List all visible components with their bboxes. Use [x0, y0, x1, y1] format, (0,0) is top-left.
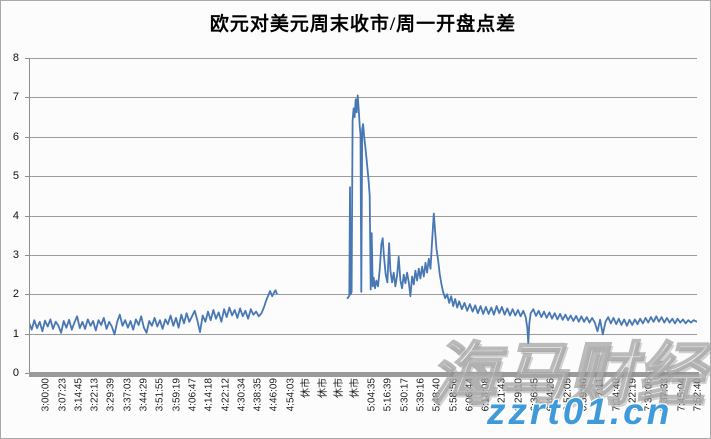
y-axis-tick-label: 2 [12, 288, 19, 301]
line-series [29, 94, 697, 345]
y-axis-tick-label: 8 [12, 52, 19, 64]
x-axis-tick-label: 7:45:04 [676, 378, 688, 412]
gridlines [29, 58, 697, 335]
x-axis-tick-label: 休市 [350, 378, 362, 398]
chart-title: 欧元对美元周末收市/周一开盘点差 [209, 14, 517, 35]
x-axis-tick-label: 5:04:35 [366, 378, 378, 412]
x-axis-tick-label: 5:58:56 [447, 378, 459, 412]
x-axis-tick-label: 5:16:39 [382, 378, 394, 412]
y-axis-tick [25, 58, 29, 59]
y-axis-tick [25, 137, 29, 138]
x-axis-tick-label: 3:07:23 [56, 378, 68, 412]
y-axis-line [29, 58, 30, 377]
x-axis-tick-label: 6:36:45 [529, 378, 541, 412]
x-axis-tick-label: 7:30:06 [643, 378, 655, 412]
x-axis-tick-label: 5:30:17 [399, 378, 411, 412]
x-axis-tick-label: 3:59:19 [171, 378, 182, 412]
x-axis-tick-label: 6:52:05 [562, 378, 574, 412]
x-axis-tick-label: 休市 [333, 378, 345, 398]
x-axis-tick-label: 7:52:40 [692, 378, 704, 412]
x-axis-line [29, 372, 699, 377]
x-axis-tick-label: 7:37:33 [659, 378, 671, 412]
y-axis-tick [25, 216, 29, 217]
x-axis-tick-label: 6:59:40 [578, 378, 590, 412]
x-axis-tick-label: 4:14:18 [203, 378, 215, 412]
y-axis-tick [25, 294, 29, 295]
y-axis-tick [25, 97, 29, 98]
x-axis-tick-label: 6:29:10 [513, 378, 525, 412]
x-axis-tick-label: 6:06:44 [464, 378, 476, 412]
x-axis-tick-label: 4:54:03 [285, 378, 297, 412]
x-axis-tick-label: 3:51:55 [154, 378, 166, 412]
x-axis-tick-label: 5:39:16 [415, 378, 427, 412]
x-axis-tick-label: 3:00:00 [40, 378, 52, 412]
y-axis-tick-label: 0 [12, 367, 19, 379]
x-axis-tick-label: 7:14:40 [610, 378, 622, 412]
x-axis-tick-label: 休市 [317, 378, 329, 398]
y-axis-tick-label: 6 [12, 130, 19, 143]
x-axis-tick-label: 6:21:43 [496, 378, 508, 412]
x-axis-tick-label: 4:06:47 [187, 378, 199, 412]
y-axis-tick [25, 373, 29, 374]
x-axis-tick-label: 休市 [301, 378, 313, 398]
x-axis-tick-label: 3:22:13 [89, 378, 101, 412]
y-axis-tick [25, 334, 29, 335]
x-axis-tick-label: 3:37:03 [122, 378, 134, 412]
x-axis-tick-label: 4:30:34 [236, 378, 248, 412]
y-axis-tick [25, 255, 29, 256]
x-axis-tick-label: 3:14:45 [73, 378, 85, 412]
x-axis-tick-label: 7:22:19 [627, 378, 639, 412]
x-axis-tick-label: 6:14:08 [480, 378, 492, 412]
y-axis-tick-label: 3 [12, 248, 19, 261]
y-axis-tick-label: 5 [12, 170, 19, 183]
x-axis-tick-label: 3:44:29 [138, 378, 150, 412]
x-axis-tick-label: 7:07:11 [594, 378, 606, 411]
x-axis-tick-label: 4:46:09 [268, 378, 280, 412]
x-axis-tick-label: 4:38:35 [252, 378, 264, 412]
x-axis-tick-label: 6:44:26 [545, 378, 557, 412]
y-axis-tick [25, 176, 29, 177]
y-axis-tick-label: 4 [12, 209, 19, 222]
x-axis-tick-label: 5:48:40 [431, 378, 443, 412]
y-axis-tick-label: 7 [12, 91, 19, 104]
y-axis-tick-label: 1 [12, 327, 19, 340]
x-axis-tick-label: 3:29:39 [105, 378, 117, 412]
x-axis-tick-label: 4:22:12 [219, 378, 231, 412]
plot-area [29, 58, 697, 345]
